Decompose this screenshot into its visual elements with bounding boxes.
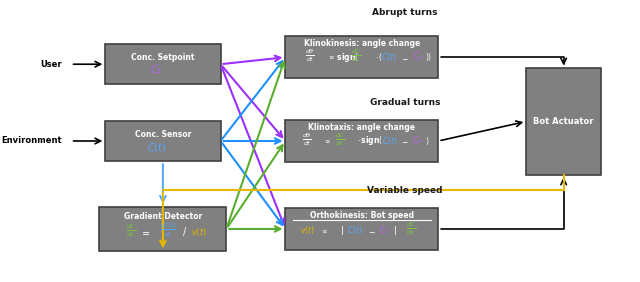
Text: $-$: $-$ bbox=[401, 136, 408, 146]
Text: Gradual turns: Gradual turns bbox=[370, 98, 440, 107]
FancyBboxPatch shape bbox=[105, 121, 221, 161]
Text: $\frac{d\theta}{dt}$: $\frac{d\theta}{dt}$ bbox=[305, 48, 315, 64]
Text: $-$: $-$ bbox=[369, 226, 376, 235]
Text: $C(t)$: $C(t)$ bbox=[347, 224, 363, 236]
Text: $)$: $)$ bbox=[425, 135, 429, 147]
Text: $\propto\,\mathbf{sign}($: $\propto\,\mathbf{sign}($ bbox=[327, 51, 359, 64]
Text: $C(t)$: $C(t)$ bbox=[147, 141, 167, 154]
Text: $-$: $-$ bbox=[401, 53, 408, 62]
Text: $\frac{dC}{dx}$: $\frac{dC}{dx}$ bbox=[351, 48, 362, 64]
Text: $\frac{dC}{dx}$: $\frac{dC}{dx}$ bbox=[126, 222, 136, 239]
Text: Klinokinesis: angle change: Klinokinesis: angle change bbox=[304, 39, 420, 48]
Text: $\propto$: $\propto$ bbox=[323, 136, 331, 146]
Text: Abrupt turns: Abrupt turns bbox=[372, 8, 438, 17]
Text: $\frac{dC}{dx}$: $\frac{dC}{dx}$ bbox=[406, 221, 416, 237]
Text: $\cdot\,($: $\cdot\,($ bbox=[374, 51, 383, 63]
Text: $/\,$: $/\,$ bbox=[182, 225, 188, 238]
FancyBboxPatch shape bbox=[285, 120, 438, 162]
Text: $v(t)$: $v(t)$ bbox=[191, 226, 207, 238]
Text: Klinotaxis: angle change: Klinotaxis: angle change bbox=[308, 123, 415, 132]
Text: $C_T$: $C_T$ bbox=[413, 51, 424, 63]
Text: Orthokinesis: Bot speed: Orthokinesis: Bot speed bbox=[310, 211, 414, 220]
Text: Conc. Sensor: Conc. Sensor bbox=[135, 129, 191, 138]
Text: $\cdot\,\mathbf{sign}($: $\cdot\,\mathbf{sign}($ bbox=[357, 135, 383, 147]
Text: $\frac{dC}{dx}$: $\frac{dC}{dx}$ bbox=[335, 131, 345, 148]
FancyBboxPatch shape bbox=[285, 36, 438, 78]
Text: $|$: $|$ bbox=[394, 224, 397, 237]
Text: $|$: $|$ bbox=[340, 224, 344, 237]
FancyBboxPatch shape bbox=[285, 208, 438, 250]
Text: Bot Actuator: Bot Actuator bbox=[533, 117, 594, 126]
Text: $v(t)$: $v(t)$ bbox=[300, 224, 314, 236]
Text: $\frac{d\theta}{dt}$: $\frac{d\theta}{dt}$ bbox=[302, 131, 312, 148]
Text: $C_T$: $C_T$ bbox=[380, 224, 390, 237]
Text: Variable speed: Variable speed bbox=[367, 186, 443, 195]
Text: $C(t)$: $C(t)$ bbox=[381, 51, 396, 63]
Text: $))$: $))$ bbox=[425, 51, 433, 63]
FancyBboxPatch shape bbox=[99, 207, 227, 251]
Text: User: User bbox=[40, 60, 62, 69]
Text: Conc. Setpoint: Conc. Setpoint bbox=[131, 53, 195, 62]
Text: $C(t)$: $C(t)$ bbox=[381, 135, 397, 147]
Text: $C_T$: $C_T$ bbox=[150, 63, 164, 77]
Text: $\frac{dC(t)}{dt}$: $\frac{dC(t)}{dt}$ bbox=[161, 222, 177, 239]
Text: Gradient Detector: Gradient Detector bbox=[124, 212, 202, 221]
Text: $\propto$: $\propto$ bbox=[320, 226, 328, 235]
Text: Environment: Environment bbox=[1, 136, 62, 146]
Text: $C_T$: $C_T$ bbox=[412, 135, 422, 147]
Text: $=$: $=$ bbox=[140, 227, 151, 237]
FancyBboxPatch shape bbox=[105, 44, 221, 84]
FancyBboxPatch shape bbox=[526, 69, 601, 175]
